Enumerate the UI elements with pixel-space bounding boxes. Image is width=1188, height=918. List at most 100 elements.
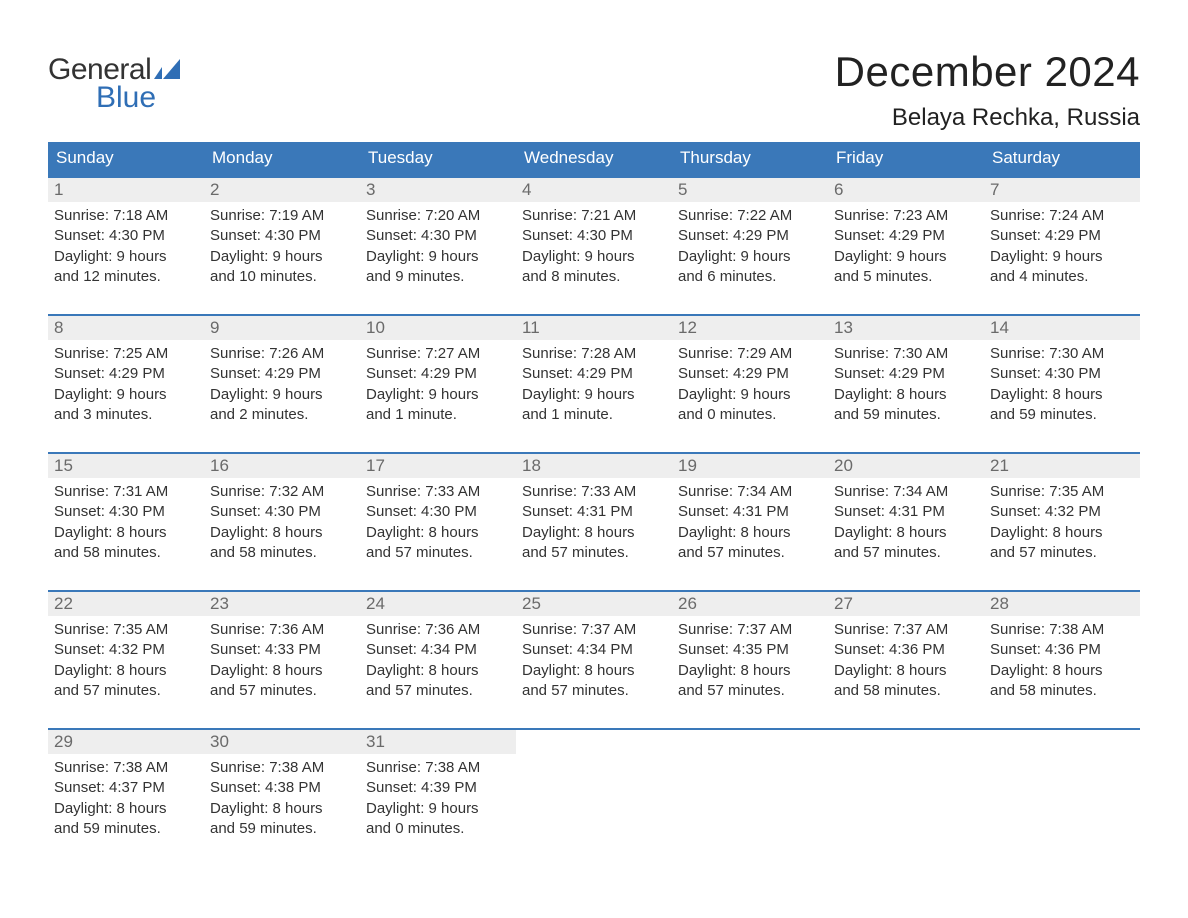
week-row: 8Sunrise: 7:25 AMSunset: 4:29 PMDaylight… bbox=[48, 314, 1140, 436]
weekday-header: Tuesday bbox=[360, 142, 516, 176]
sunrise-text: Sunrise: 7:24 AM bbox=[990, 206, 1134, 226]
day-body: Sunrise: 7:26 AMSunset: 4:29 PMDaylight:… bbox=[204, 340, 360, 431]
day-number: 1 bbox=[48, 178, 204, 202]
sunset-text: Sunset: 4:32 PM bbox=[990, 502, 1134, 522]
daylight-text-line2: and 57 minutes. bbox=[522, 681, 666, 701]
title-block: December 2024 Belaya Rechka, Russia bbox=[835, 48, 1140, 132]
daylight-text-line1: Daylight: 9 hours bbox=[678, 385, 822, 405]
weekday-header: Saturday bbox=[984, 142, 1140, 176]
daylight-text-line2: and 1 minute. bbox=[522, 405, 666, 425]
day-number: 24 bbox=[360, 592, 516, 616]
day-number: 10 bbox=[360, 316, 516, 340]
sunset-text: Sunset: 4:30 PM bbox=[990, 364, 1134, 384]
sunrise-text: Sunrise: 7:27 AM bbox=[366, 344, 510, 364]
day-cell bbox=[984, 730, 1140, 850]
sunrise-text: Sunrise: 7:23 AM bbox=[834, 206, 978, 226]
daylight-text-line1: Daylight: 9 hours bbox=[366, 247, 510, 267]
day-body: Sunrise: 7:35 AMSunset: 4:32 PMDaylight:… bbox=[984, 478, 1140, 569]
sunset-text: Sunset: 4:36 PM bbox=[834, 640, 978, 660]
day-cell: 19Sunrise: 7:34 AMSunset: 4:31 PMDayligh… bbox=[672, 454, 828, 574]
daylight-text-line2: and 57 minutes. bbox=[522, 543, 666, 563]
day-body: Sunrise: 7:20 AMSunset: 4:30 PMDaylight:… bbox=[360, 202, 516, 293]
day-cell: 7Sunrise: 7:24 AMSunset: 4:29 PMDaylight… bbox=[984, 178, 1140, 298]
day-cell: 27Sunrise: 7:37 AMSunset: 4:36 PMDayligh… bbox=[828, 592, 984, 712]
day-number: 3 bbox=[360, 178, 516, 202]
day-number: 4 bbox=[516, 178, 672, 202]
day-body: Sunrise: 7:33 AMSunset: 4:31 PMDaylight:… bbox=[516, 478, 672, 569]
day-cell: 31Sunrise: 7:38 AMSunset: 4:39 PMDayligh… bbox=[360, 730, 516, 850]
day-number: 6 bbox=[828, 178, 984, 202]
daylight-text-line1: Daylight: 9 hours bbox=[834, 247, 978, 267]
daylight-text-line2: and 58 minutes. bbox=[834, 681, 978, 701]
sunset-text: Sunset: 4:31 PM bbox=[678, 502, 822, 522]
daylight-text-line1: Daylight: 8 hours bbox=[678, 661, 822, 681]
day-number: 23 bbox=[204, 592, 360, 616]
sunset-text: Sunset: 4:29 PM bbox=[522, 364, 666, 384]
daylight-text-line2: and 4 minutes. bbox=[990, 267, 1134, 287]
daylight-text-line2: and 59 minutes. bbox=[210, 819, 354, 839]
day-number: 28 bbox=[984, 592, 1140, 616]
day-body: Sunrise: 7:37 AMSunset: 4:35 PMDaylight:… bbox=[672, 616, 828, 707]
daylight-text-line1: Daylight: 9 hours bbox=[54, 247, 198, 267]
daylight-text-line1: Daylight: 8 hours bbox=[54, 523, 198, 543]
daylight-text-line2: and 59 minutes. bbox=[54, 819, 198, 839]
sunrise-text: Sunrise: 7:25 AM bbox=[54, 344, 198, 364]
sunrise-text: Sunrise: 7:26 AM bbox=[210, 344, 354, 364]
daylight-text-line2: and 2 minutes. bbox=[210, 405, 354, 425]
brand-text-blue: Blue bbox=[48, 82, 180, 114]
sunset-text: Sunset: 4:30 PM bbox=[210, 226, 354, 246]
day-cell: 26Sunrise: 7:37 AMSunset: 4:35 PMDayligh… bbox=[672, 592, 828, 712]
sunrise-text: Sunrise: 7:20 AM bbox=[366, 206, 510, 226]
daylight-text-line2: and 57 minutes. bbox=[54, 681, 198, 701]
day-body: Sunrise: 7:21 AMSunset: 4:30 PMDaylight:… bbox=[516, 202, 672, 293]
daylight-text-line1: Daylight: 9 hours bbox=[366, 385, 510, 405]
day-number: 7 bbox=[984, 178, 1140, 202]
weekday-header: Wednesday bbox=[516, 142, 672, 176]
day-number: 2 bbox=[204, 178, 360, 202]
day-body: Sunrise: 7:28 AMSunset: 4:29 PMDaylight:… bbox=[516, 340, 672, 431]
sunset-text: Sunset: 4:32 PM bbox=[54, 640, 198, 660]
daylight-text-line2: and 57 minutes. bbox=[210, 681, 354, 701]
day-cell: 1Sunrise: 7:18 AMSunset: 4:30 PMDaylight… bbox=[48, 178, 204, 298]
day-body: Sunrise: 7:31 AMSunset: 4:30 PMDaylight:… bbox=[48, 478, 204, 569]
weekday-header: Monday bbox=[204, 142, 360, 176]
daylight-text-line1: Daylight: 9 hours bbox=[678, 247, 822, 267]
daylight-text-line1: Daylight: 8 hours bbox=[990, 385, 1134, 405]
day-cell: 5Sunrise: 7:22 AMSunset: 4:29 PMDaylight… bbox=[672, 178, 828, 298]
day-cell: 18Sunrise: 7:33 AMSunset: 4:31 PMDayligh… bbox=[516, 454, 672, 574]
daylight-text-line2: and 57 minutes. bbox=[366, 681, 510, 701]
sunset-text: Sunset: 4:29 PM bbox=[54, 364, 198, 384]
daylight-text-line1: Daylight: 9 hours bbox=[210, 247, 354, 267]
sunrise-text: Sunrise: 7:30 AM bbox=[990, 344, 1134, 364]
day-number: 8 bbox=[48, 316, 204, 340]
daylight-text-line2: and 0 minutes. bbox=[678, 405, 822, 425]
day-cell: 2Sunrise: 7:19 AMSunset: 4:30 PMDaylight… bbox=[204, 178, 360, 298]
day-number bbox=[516, 730, 672, 754]
sunrise-text: Sunrise: 7:29 AM bbox=[678, 344, 822, 364]
daylight-text-line1: Daylight: 8 hours bbox=[834, 385, 978, 405]
sunrise-text: Sunrise: 7:18 AM bbox=[54, 206, 198, 226]
sunrise-text: Sunrise: 7:31 AM bbox=[54, 482, 198, 502]
day-body: Sunrise: 7:33 AMSunset: 4:30 PMDaylight:… bbox=[360, 478, 516, 569]
sunset-text: Sunset: 4:29 PM bbox=[210, 364, 354, 384]
day-cell: 15Sunrise: 7:31 AMSunset: 4:30 PMDayligh… bbox=[48, 454, 204, 574]
day-cell: 14Sunrise: 7:30 AMSunset: 4:30 PMDayligh… bbox=[984, 316, 1140, 436]
day-cell bbox=[828, 730, 984, 850]
day-cell: 22Sunrise: 7:35 AMSunset: 4:32 PMDayligh… bbox=[48, 592, 204, 712]
sunset-text: Sunset: 4:30 PM bbox=[210, 502, 354, 522]
day-number: 21 bbox=[984, 454, 1140, 478]
sunrise-text: Sunrise: 7:21 AM bbox=[522, 206, 666, 226]
sunrise-text: Sunrise: 7:36 AM bbox=[210, 620, 354, 640]
day-cell: 28Sunrise: 7:38 AMSunset: 4:36 PMDayligh… bbox=[984, 592, 1140, 712]
sunset-text: Sunset: 4:34 PM bbox=[522, 640, 666, 660]
day-body: Sunrise: 7:37 AMSunset: 4:34 PMDaylight:… bbox=[516, 616, 672, 707]
day-cell: 21Sunrise: 7:35 AMSunset: 4:32 PMDayligh… bbox=[984, 454, 1140, 574]
sunrise-text: Sunrise: 7:38 AM bbox=[366, 758, 510, 778]
daylight-text-line1: Daylight: 9 hours bbox=[210, 385, 354, 405]
sunrise-text: Sunrise: 7:33 AM bbox=[366, 482, 510, 502]
sunrise-text: Sunrise: 7:38 AM bbox=[54, 758, 198, 778]
sunrise-text: Sunrise: 7:34 AM bbox=[834, 482, 978, 502]
sunset-text: Sunset: 4:29 PM bbox=[366, 364, 510, 384]
sunrise-text: Sunrise: 7:37 AM bbox=[678, 620, 822, 640]
day-number: 18 bbox=[516, 454, 672, 478]
